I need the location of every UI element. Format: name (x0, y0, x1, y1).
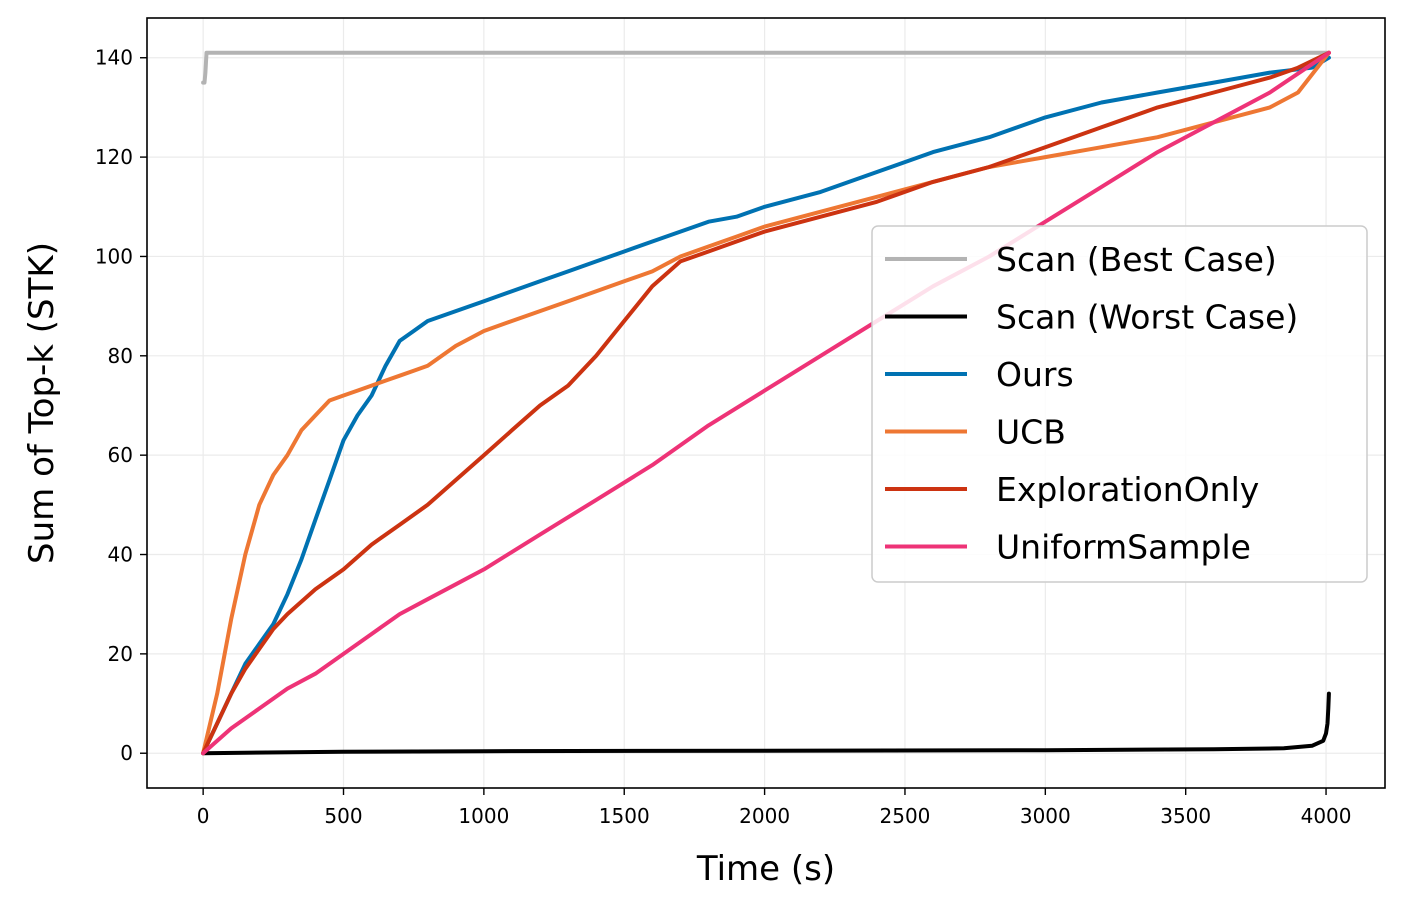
legend: Scan (Best Case) Scan (Worst Case) Ours UCB… (871, 225, 1368, 583)
x-tick-label: 2500 (880, 804, 931, 828)
y-tick-label: 40 (108, 543, 133, 567)
legend-label: UniformSample (996, 528, 1251, 567)
x-tick-label: 3500 (1160, 804, 1211, 828)
series-line-explorationonly (201, 50, 1331, 756)
y-tick-label: 60 (108, 443, 133, 467)
axis-ticks: 0 500 1000 1500 2000 2500 3000 3500 4000 0 20 40 60 8… (95, 46, 1352, 828)
x-tick-label: 1500 (599, 804, 650, 828)
x-tick-label: 0 (197, 804, 210, 828)
series-lines (201, 50, 1331, 756)
y-tick-label: 120 (95, 145, 133, 169)
legend-label: Ours (996, 355, 1074, 394)
legend-box (871, 225, 1368, 583)
x-tick-label: 500 (324, 804, 362, 828)
legend-label: ExplorationOnly (996, 470, 1259, 509)
series-line-ours (201, 55, 1331, 756)
x-tick-label: 1000 (458, 804, 509, 828)
series-line-scan-worst-case (201, 691, 1331, 756)
series-line-scan-best-case (201, 50, 1331, 85)
x-axis-label: Time (s) (696, 849, 835, 889)
y-axis-label: Sum of Top-k (STK) (22, 242, 62, 564)
series-line-ucb (201, 50, 1331, 756)
x-tick-label: 3000 (1020, 804, 1071, 828)
y-tick-label: 100 (95, 244, 133, 268)
series-line-uniformsample (201, 50, 1331, 756)
legend-label: UCB (996, 413, 1066, 452)
y-tick-label: 0 (120, 741, 133, 765)
x-tick-label: 2000 (739, 804, 790, 828)
y-tick-label: 80 (108, 344, 133, 368)
y-tick-label: 20 (108, 642, 133, 666)
legend-label: Scan (Best Case) (996, 240, 1277, 279)
x-tick-label: 4000 (1301, 804, 1352, 828)
y-tick-label: 140 (95, 46, 133, 70)
legend-label: Scan (Worst Case) (996, 298, 1298, 337)
plot-frame (146, 17, 1386, 789)
